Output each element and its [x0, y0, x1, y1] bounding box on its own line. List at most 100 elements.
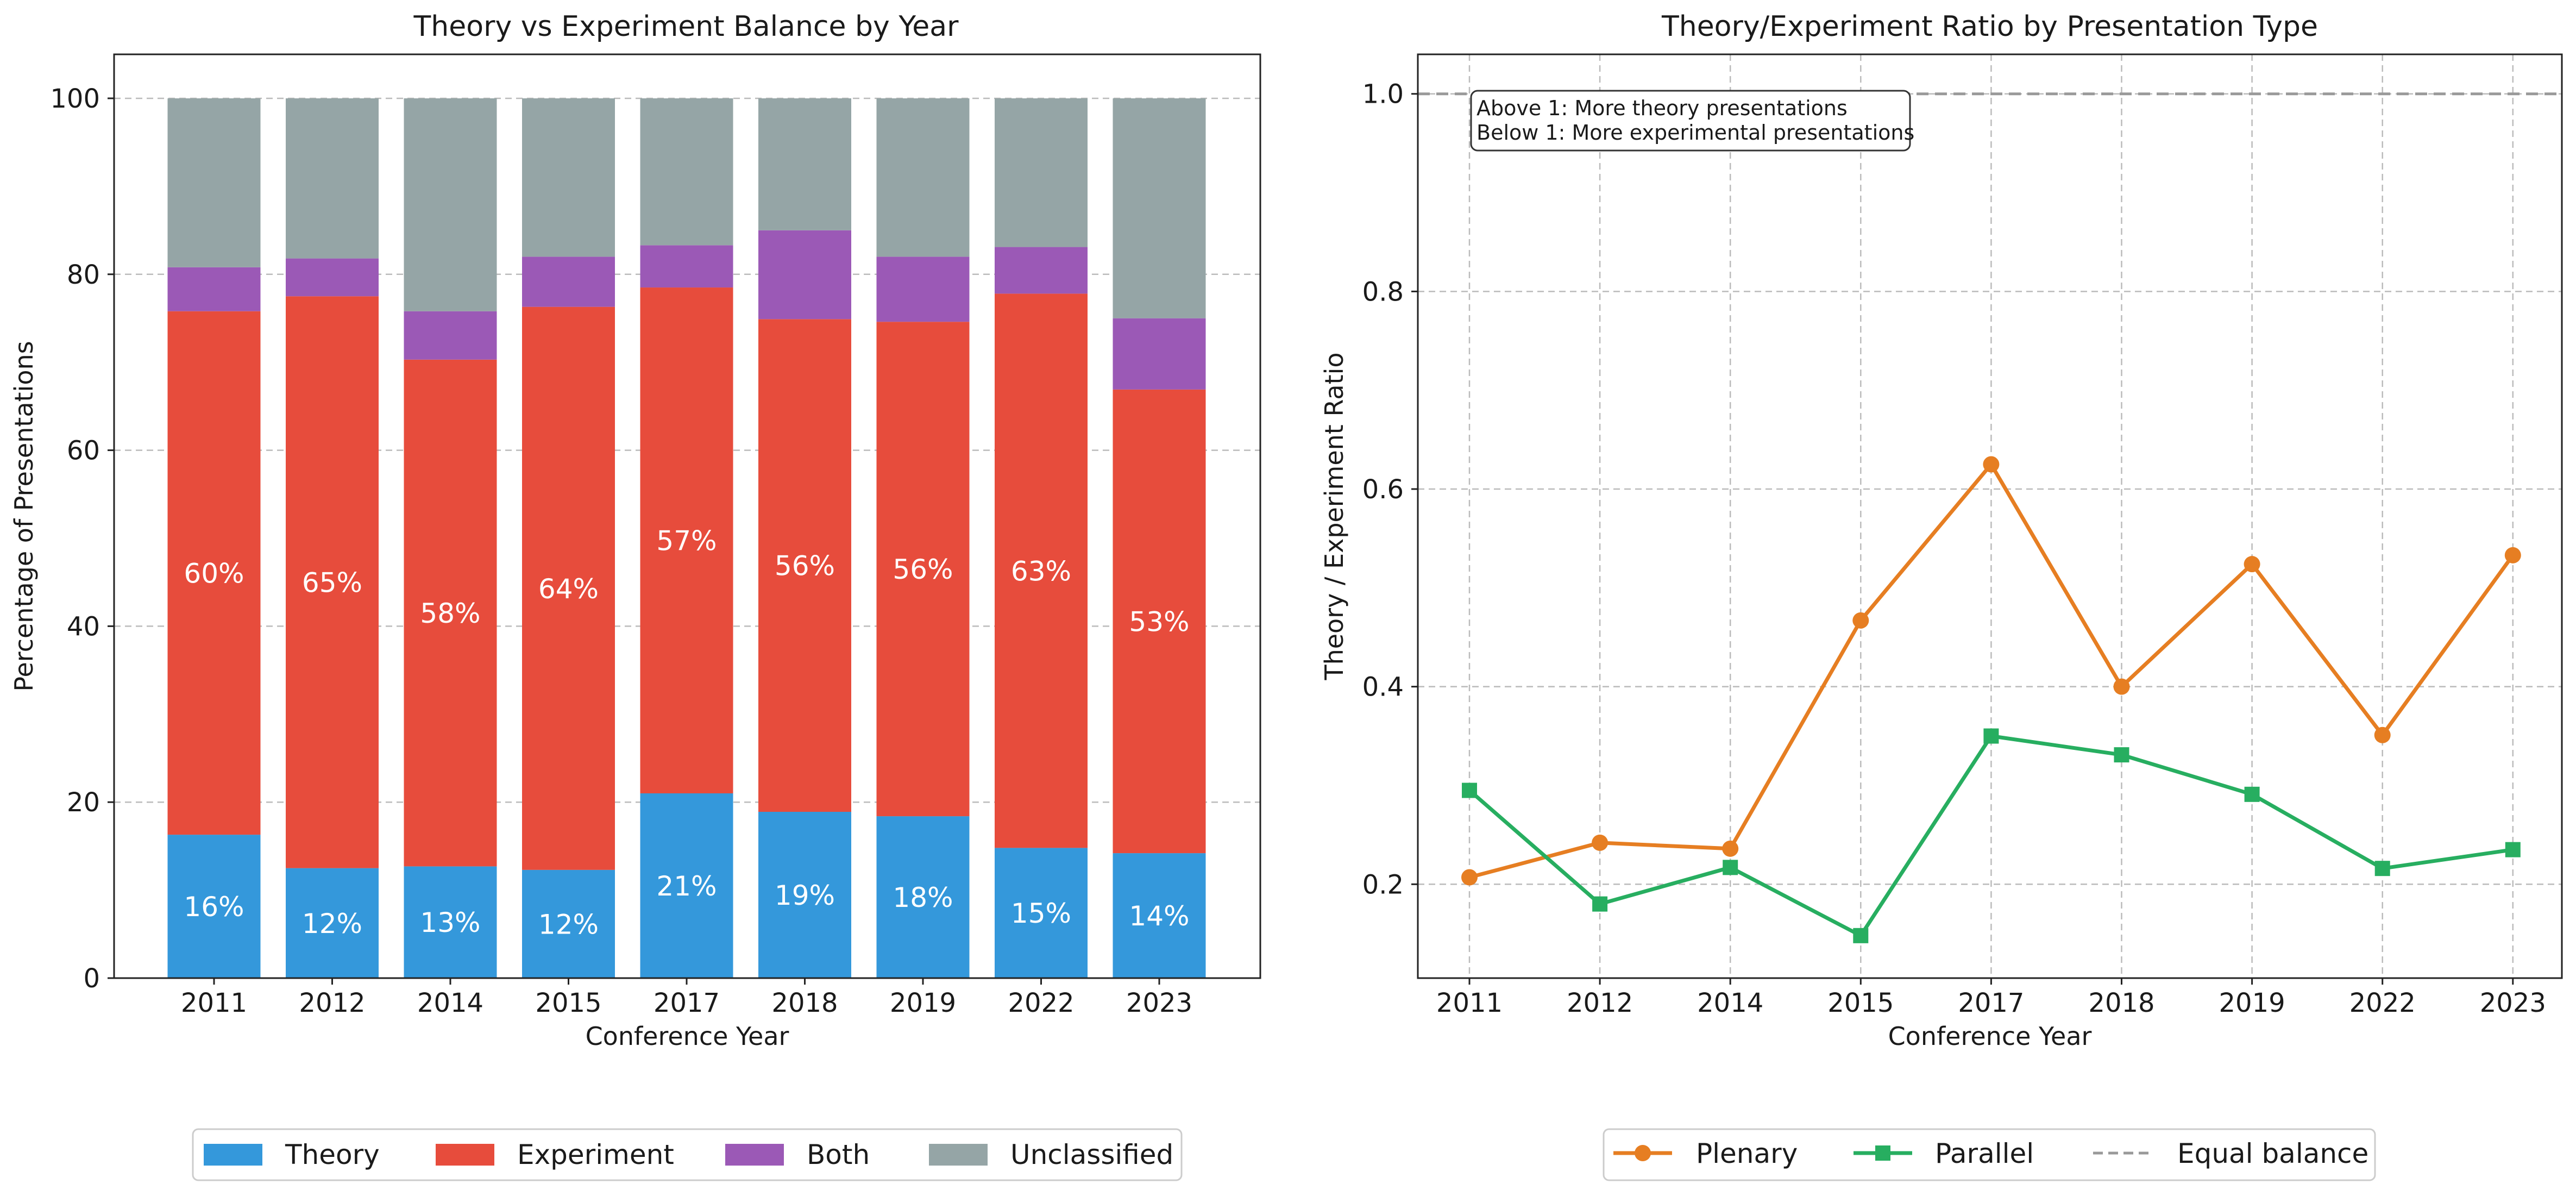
bar-unclassified-2022 [995, 98, 1088, 247]
ratio-line-chart: Theory/Experiment Ratio by Presentation … [1320, 10, 2563, 1181]
bar-experiment-2023 [1113, 389, 1206, 854]
bar-theory-2015 [522, 869, 615, 978]
bar-both-2017 [640, 245, 733, 288]
bar-unclassified-2012 [286, 98, 379, 259]
chart-title: Theory/Experiment Ratio by Presentation … [1661, 10, 2318, 43]
x-tick-label: 2023 [2480, 988, 2546, 1018]
bar-labels: 16% 60% 12% 65% 13% 58% 12% 64% 21% 57% 19% 56% 18% 5… [184, 525, 1189, 941]
bar-both-2011 [167, 267, 261, 311]
legend-label-theory: Theory [285, 1139, 380, 1170]
bar-unclassified-2019 [876, 98, 970, 257]
y-tick-label: 1.0 [1362, 79, 1404, 110]
y-axis-label: Theory / Experiment Ratio [1320, 352, 1349, 680]
legend-label-plenary: Plenary [1696, 1138, 1798, 1169]
point-parallel-2018 [2114, 747, 2129, 763]
chart-title: Theory vs Experiment Balance by Year [413, 10, 959, 43]
x-tick-label: 2015 [535, 988, 601, 1018]
bar-theory-2017 [640, 793, 733, 978]
x-tick-label: 2018 [2088, 988, 2154, 1018]
point-plenary-2014 [1722, 840, 1739, 857]
legend: Theory Experiment Both Unclassified [192, 1128, 1183, 1181]
bar-label-theory: 19% [775, 880, 835, 911]
bar-experiment-2019 [876, 322, 970, 817]
legend-label-equal-balance: Equal balance [2177, 1138, 2368, 1169]
bar-label-experiment: 56% [775, 550, 835, 582]
bar-theory-2022 [995, 848, 1088, 978]
bar-label-experiment: 56% [893, 554, 953, 585]
point-parallel-2015 [1853, 928, 1869, 943]
bar-label-theory: 12% [302, 908, 362, 940]
bar-unclassified-2014 [404, 98, 497, 311]
bar-unclassified-2011 [167, 98, 261, 267]
x-tick-label: 2011 [1436, 988, 1503, 1018]
legend-items: Theory Experiment Both Unclassified [204, 1139, 1173, 1170]
point-parallel-2023 [2505, 842, 2521, 857]
bar-theory-2012 [286, 868, 379, 978]
point-parallel-2017 [1983, 728, 1999, 744]
legend-swatch-unclassified [929, 1144, 988, 1166]
bar-experiment-2011 [167, 311, 261, 835]
x-tick-label: 2012 [1567, 988, 1633, 1018]
bar-label-theory: 16% [184, 891, 244, 923]
bar-both-2018 [758, 230, 851, 320]
y-tick-label: 0.6 [1362, 474, 1404, 505]
bar-unclassified-2015 [522, 98, 615, 257]
grid [1418, 54, 2562, 978]
stacked-bar-chart: Theory vs Experiment Balance by Year 16%… [9, 10, 1261, 1181]
bar-experiment-2018 [758, 319, 851, 812]
x-tick-label: 2014 [417, 988, 483, 1018]
bar-experiment-2015 [522, 306, 615, 870]
x-tick-label: 2022 [1008, 988, 1074, 1018]
legend-marker-plenary [1635, 1145, 1651, 1161]
plot-frame [1417, 53, 2563, 979]
bar-both-2019 [876, 256, 970, 322]
point-plenary-2017 [1983, 456, 2000, 473]
bar-theory-2019 [876, 816, 970, 978]
point-parallel-2012 [1592, 896, 1608, 912]
bar-unclassified-2017 [640, 98, 733, 246]
point-plenary-2022 [2374, 727, 2391, 743]
bar-experiment-2022 [995, 293, 1088, 848]
legend-label-unclassified: Unclassified [1010, 1139, 1173, 1170]
legend-label-both: Both [807, 1139, 870, 1170]
y-tick-label: 60 [67, 436, 100, 466]
bar-label-theory: 13% [420, 907, 480, 938]
bar-label-theory: 12% [538, 909, 599, 940]
y-tick-label: 0.4 [1362, 672, 1404, 703]
point-plenary-2012 [1592, 834, 1609, 851]
bar-experiment-2014 [404, 359, 497, 867]
legend-swatch-experiment [436, 1144, 494, 1166]
x-tick-label: 2019 [890, 988, 956, 1018]
bar-label-theory: 14% [1129, 900, 1189, 932]
annotation-box: Above 1: More theory presentations Below… [1470, 90, 1914, 152]
y-axis: 0.2 0.4 0.6 0.8 1.0 [1362, 79, 1418, 900]
bar-label-theory: 15% [1011, 898, 1071, 929]
legend-items: Plenary Parallel Equal balance [1613, 1138, 2368, 1169]
x-tick-label: 2017 [654, 988, 720, 1018]
bar-label-experiment: 64% [538, 573, 599, 605]
y-tick-label: 0.8 [1362, 277, 1404, 307]
point-parallel-2022 [2374, 861, 2390, 876]
x-axis-label: Conference Year [586, 1022, 789, 1051]
bar-theory-2018 [758, 812, 851, 978]
bar-label-theory: 21% [656, 871, 717, 902]
x-tick-label: 2015 [1827, 988, 1894, 1018]
annotation-frame [1470, 90, 1911, 152]
y-tick-label: 40 [67, 611, 100, 642]
bars [167, 98, 1206, 978]
y-tick-label: 100 [50, 84, 100, 114]
bar-label-experiment: 58% [420, 598, 480, 629]
x-tick-label: 2022 [2349, 988, 2416, 1018]
legend: Plenary Parallel Equal balance [1603, 1128, 2376, 1181]
point-plenary-2015 [1852, 612, 1869, 629]
y-axis-label: Percentage of Presentations [9, 341, 39, 691]
y-tick-label: 0 [83, 963, 100, 994]
x-tick-label: 2018 [771, 988, 838, 1018]
bar-unclassified-2018 [758, 98, 851, 230]
x-tick-label: 2019 [2219, 988, 2285, 1018]
legend-marker-parallel [1875, 1145, 1890, 1161]
bar-label-experiment: 63% [1011, 555, 1071, 587]
point-parallel-2014 [1723, 860, 1738, 875]
bar-both-2015 [522, 256, 615, 307]
x-tick-label: 2017 [1958, 988, 2024, 1018]
